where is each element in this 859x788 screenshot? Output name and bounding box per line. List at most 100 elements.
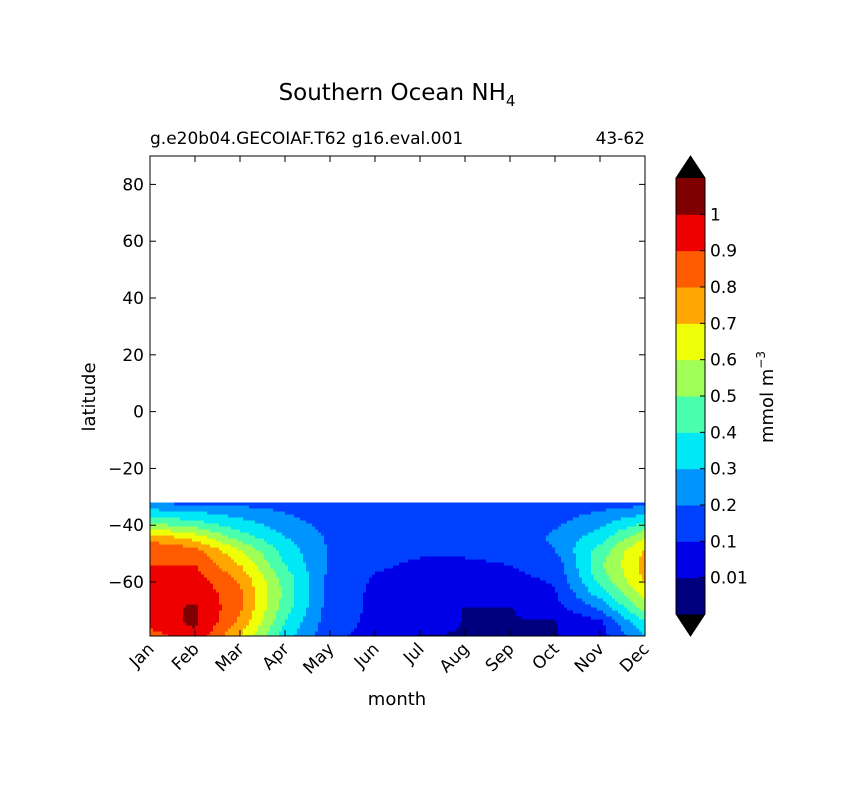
x-tick-label: Dec [616,639,653,676]
contour-cell [264,574,277,579]
x-axis-label: month [368,689,426,710]
contour-cell [594,574,610,579]
contour-cell [504,562,565,567]
contour-cell [384,568,520,573]
contour-cell [309,580,325,585]
contour-cell [609,535,631,540]
contour-cell [255,547,277,552]
contour-cell [639,556,645,561]
contour-cell [279,583,295,588]
contour-cell [372,574,532,579]
contour-cell [291,607,307,612]
contour-cell [231,556,250,561]
contour-cell [363,598,559,603]
contour-cell [276,547,301,552]
contour-cell [555,586,571,591]
colorbar-swatch [676,178,705,215]
colorbar-swatch [676,323,705,361]
contour-cell [183,610,199,615]
contour-cell [552,583,571,588]
contour-cell [210,544,232,549]
contour-cell [639,568,645,573]
contour-cell [150,517,181,522]
contour-cell [198,565,220,570]
contour-cell [225,631,244,636]
contour-cell [150,598,220,603]
contour-cell [162,631,211,636]
contour-field [150,502,645,636]
colorbar-swatch [676,250,705,288]
contour-cell [228,553,247,558]
contour-cell [603,541,619,546]
contour-cell [279,550,301,555]
contour-cell [642,577,645,582]
contour-cell [555,589,574,594]
contour-cell [210,631,226,636]
y-tick-label: 60 [122,232,144,252]
contour-cell [285,622,301,627]
contour-cell [606,508,645,513]
contour-cell [303,559,328,564]
contour-cell [564,568,580,573]
contour-cell [222,607,244,612]
contour-cell [261,619,274,624]
x-tick-label: Jan [125,639,158,672]
contour-cell [219,619,238,624]
x-tick-label: May [300,639,339,678]
contour-cell [297,631,316,636]
contour-cell [462,610,517,615]
contour-cell [258,625,271,630]
contour-cell [150,595,220,600]
contour-cell [624,631,643,636]
contour-cell [255,589,268,594]
contour-cell [306,562,328,567]
contour-cell [228,514,295,519]
contour-cell [309,598,325,603]
contour-cell [255,595,268,600]
chart-title: Southern Ocean NH4 [279,80,516,110]
contour-cell [327,553,559,558]
contour-cell [618,601,634,606]
contour-cell [150,625,193,630]
contour-cell [321,616,361,621]
contour-cell [564,565,577,570]
contour-cell [219,565,244,570]
contour-cell [222,604,244,609]
y-tick-label: −60 [108,573,144,593]
contour-cell [267,592,283,597]
contour-cell [351,631,448,636]
contour-cell [150,610,184,615]
contour-cell [294,634,316,636]
contour-cell [150,622,187,627]
contour-cell [249,505,634,510]
contour-cell [591,571,607,576]
contour-cell [249,532,283,537]
contour-cell [606,571,625,576]
contour-cell [633,601,645,606]
contour-cell [222,550,244,555]
contour-cell [591,616,613,621]
contour-cell [192,538,217,543]
plot-frame [149,155,646,637]
contour-cell [252,577,265,582]
contour-cell [462,616,523,621]
contour-cell [267,580,280,585]
contour-cell [240,613,253,618]
contour-cell [561,559,577,564]
contour-cell [150,586,214,591]
colorbar-extend-min [676,614,705,636]
contour-cell [294,604,310,609]
contour-cell [603,565,622,570]
contour-cell [363,601,562,606]
contour-cell [267,634,280,636]
contour-cell [360,616,463,621]
y-axis-label: latitude [79,362,100,431]
contour-cell [459,622,559,627]
contour-cell [204,520,256,525]
contour-cell [207,577,235,582]
contour-cell [213,559,235,564]
contour-cell [216,562,238,567]
contour-cell [375,571,526,576]
contour-cell [300,550,328,555]
contour-cell [243,598,256,603]
